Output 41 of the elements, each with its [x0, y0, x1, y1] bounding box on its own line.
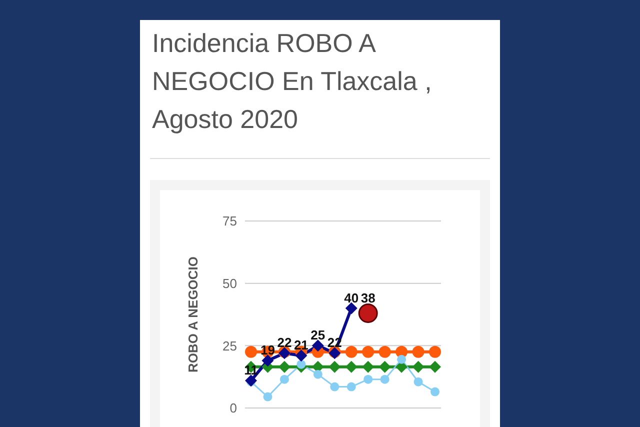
point: [346, 382, 356, 392]
data-label: 38: [360, 290, 376, 306]
point: [429, 346, 441, 358]
point: [412, 360, 424, 373]
point: [362, 360, 374, 373]
point: [397, 354, 406, 364]
point: [262, 354, 274, 367]
y-axis-title: ROBO A NEGOCIO: [186, 256, 201, 373]
y-tick-label: 75: [222, 214, 237, 229]
point: [345, 302, 358, 314]
data-label: 22: [277, 335, 292, 350]
point: [430, 387, 440, 396]
data-label: 19: [260, 342, 275, 358]
point: [378, 346, 391, 358]
point: [345, 346, 358, 358]
point: [362, 346, 374, 358]
data-label: 40: [344, 290, 359, 306]
point: [328, 360, 341, 373]
point: [263, 392, 272, 402]
point: [378, 360, 391, 373]
point: [295, 350, 308, 362]
point: [245, 346, 257, 358]
point: [280, 374, 289, 384]
y-tick-label: 0: [230, 400, 237, 416]
point: [345, 360, 358, 373]
y-tick-label: 50: [222, 276, 237, 291]
point: [296, 360, 306, 369]
point: [412, 346, 424, 358]
point: [312, 340, 324, 352]
point: [414, 377, 423, 386]
chart-title: Incidencia ROBO A NEGOCIO En Tlaxcala , Agosto 2020: [152, 27, 433, 136]
point: [245, 374, 257, 387]
point: [358, 304, 378, 324]
point: [429, 360, 441, 373]
y-tick-label: 25: [222, 338, 237, 354]
point: [380, 374, 390, 384]
point: [330, 382, 340, 392]
point: [278, 360, 290, 373]
point: [313, 370, 322, 379]
point: [364, 374, 373, 384]
data-label: 25: [310, 328, 326, 343]
